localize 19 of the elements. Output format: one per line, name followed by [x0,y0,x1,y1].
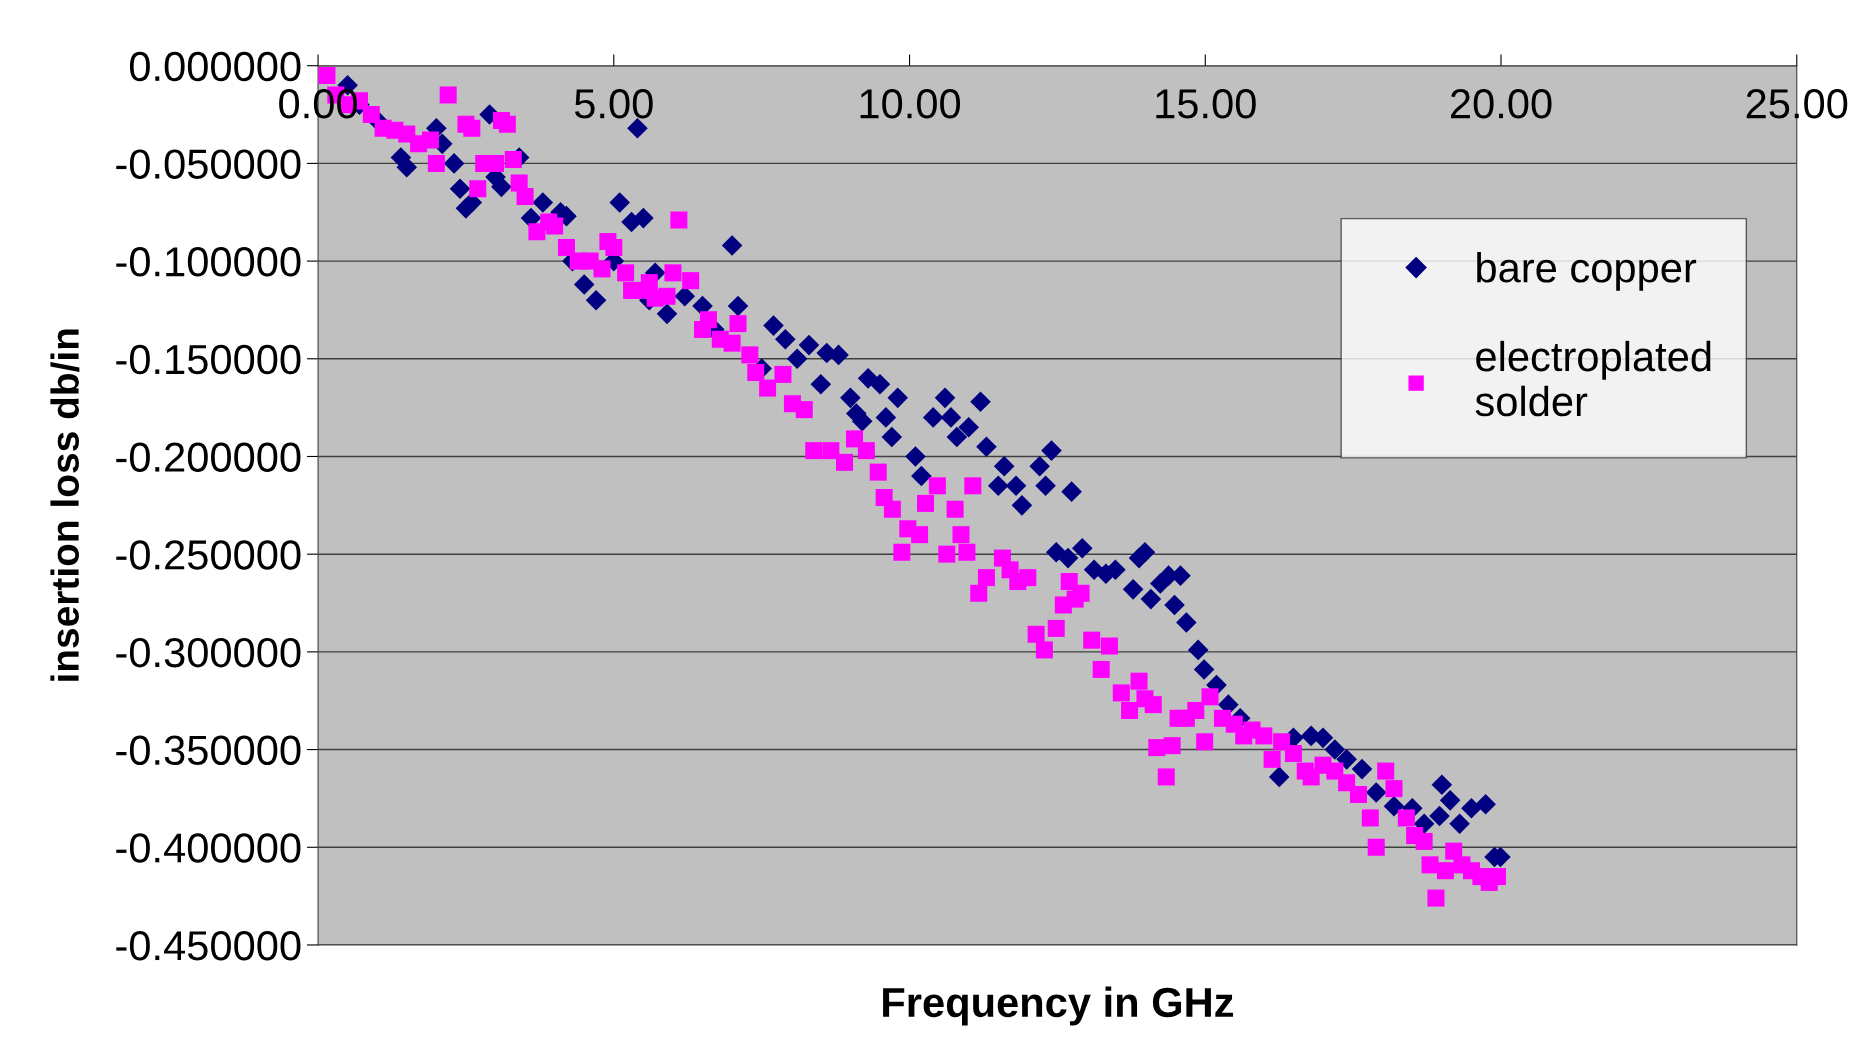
y-tick-label: -0.150000 [116,344,301,375]
y-tick-label: -0.300000 [116,637,301,668]
x-tick-label: 10.00 [860,89,961,119]
y-axis-title: insertion loss db/in [50,329,80,681]
y-tick-label: -0.400000 [116,833,301,863]
x-tick-label: 25.00 [1746,89,1848,119]
y-tick-label: -0.250000 [116,540,301,570]
legend-label: electroplated solder [1475,340,1711,417]
x-tick-label: 5.00 [574,89,653,119]
x-tick-label: 15.00 [1156,89,1256,119]
x-axis-title: Frequency in GHz [883,986,1234,1026]
y-tick-label: -0.450000 [116,930,301,961]
y-tick-label: -0.350000 [116,735,301,766]
y-tick-label: -0.100000 [116,247,301,277]
y-tick-label: -0.200000 [116,442,301,472]
y-tick-label: 0.000000 [129,51,301,82]
x-tick-label: 20.00 [1450,89,1552,119]
y-tick-label: -0.050000 [116,149,301,179]
legend-label: bare copper [1477,251,1697,291]
